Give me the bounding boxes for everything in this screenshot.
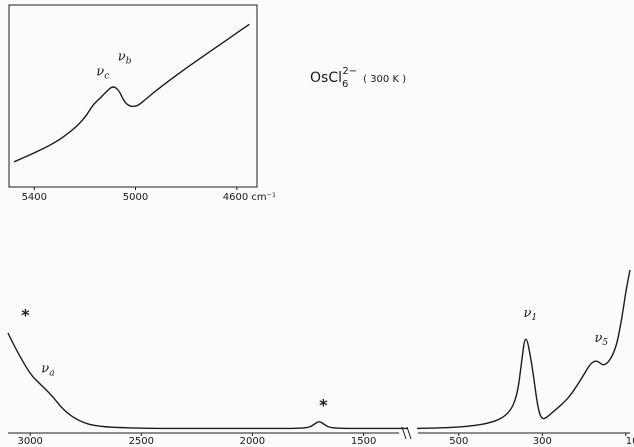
peak-label: ν5 <box>595 331 609 348</box>
x-tick-label: 2500 <box>129 436 154 447</box>
inset-x-tick-label: 5400 <box>22 192 47 203</box>
chart-title: OsCl62−( 300 K ) <box>310 66 406 90</box>
inset-peak-label: νb <box>118 50 132 67</box>
inset-frame <box>8 4 258 188</box>
inset-x-tick-label: 5000 <box>123 192 148 203</box>
chart-title-text: OsCl62−( 300 K ) <box>310 66 406 90</box>
asterisk-marker: * <box>319 395 328 414</box>
inset-spectrum-line <box>13 23 250 163</box>
peak-label: νa <box>41 362 54 379</box>
inset-x-tick-label: 4600 cm⁻¹ <box>223 192 276 203</box>
spectrum-line-high <box>7 332 408 430</box>
x-tick-label: 500 <box>449 436 468 447</box>
x-tick-label: 100 cm <box>626 436 634 447</box>
x-tick-label: 1500 <box>351 436 376 447</box>
inset-peak-label: νc <box>96 65 109 82</box>
asterisk-marker: * <box>21 305 30 324</box>
main-spectrum-panel: 3000 2500 2000 1500 500 300 100 cm νa * * ν1 ν5 <box>7 269 634 447</box>
peak-label: ν1 <box>524 306 538 323</box>
spectrum-line-low <box>416 269 631 430</box>
x-tick-label: 300 <box>533 436 552 447</box>
x-tick-label: 3000 <box>17 436 42 447</box>
x-tick-label: 2000 <box>240 436 265 447</box>
